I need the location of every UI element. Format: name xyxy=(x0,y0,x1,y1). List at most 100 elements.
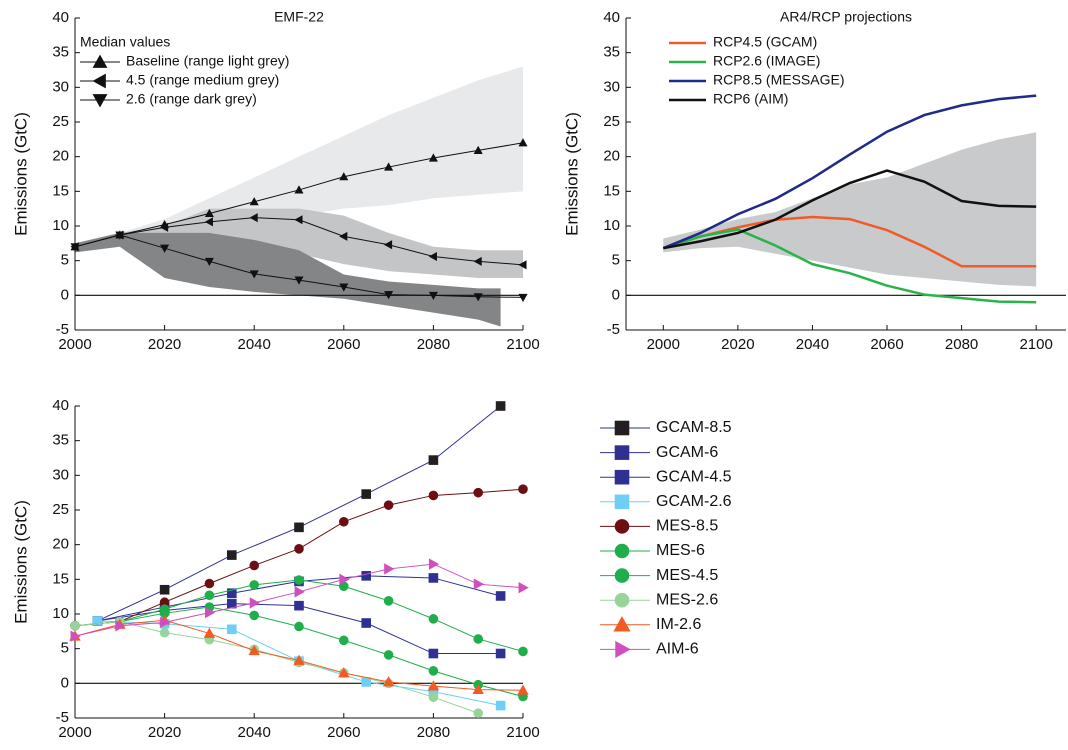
legend-label: RCP6 (AIM) xyxy=(713,91,788,107)
legend-label: GCAM-4.5 xyxy=(656,468,732,485)
range-band xyxy=(663,132,1037,287)
legend-label: 4.5 (range medium grey) xyxy=(126,72,279,88)
y-tick-label: 40 xyxy=(52,9,69,26)
range-band xyxy=(75,66,523,253)
marker xyxy=(204,208,214,218)
series-line xyxy=(74,621,479,714)
y-tick-label: 30 xyxy=(603,78,620,95)
marker xyxy=(518,581,529,594)
y-tick-label: 0 xyxy=(61,674,69,691)
x-tick-label: 2080 xyxy=(417,336,450,353)
y-tick-label: 35 xyxy=(52,44,69,61)
marker xyxy=(160,244,170,253)
marker xyxy=(428,648,439,659)
legend-label: RCP2.6 (IMAGE) xyxy=(713,53,820,69)
legend-label: MES-6 xyxy=(656,542,705,559)
chart-title: AR4/RCP projections xyxy=(780,9,912,25)
marker xyxy=(613,616,631,632)
marker xyxy=(615,640,631,658)
y-axis-label: Emissions (GtC) xyxy=(562,112,581,236)
x-tick-label: 2060 xyxy=(327,336,360,353)
legend-label: GCAM-8.5 xyxy=(656,419,732,436)
y-tick-label: 35 xyxy=(603,44,620,61)
x-tick-label: 2000 xyxy=(58,336,91,353)
marker xyxy=(293,654,305,665)
marker xyxy=(70,243,80,252)
y-tick-label: 10 xyxy=(603,217,620,234)
marker xyxy=(473,256,482,266)
marker xyxy=(518,293,528,303)
marker xyxy=(614,445,630,460)
marker xyxy=(517,684,529,695)
x-tick-label: 2100 xyxy=(506,724,539,741)
marker xyxy=(428,666,439,676)
marker xyxy=(227,550,237,560)
marker xyxy=(614,469,630,485)
y-tick-label: 40 xyxy=(52,397,69,414)
marker xyxy=(614,494,630,510)
y-tick-label: 20 xyxy=(603,148,620,165)
range-band xyxy=(75,208,523,278)
marker xyxy=(518,484,528,495)
x-tick-label: 2100 xyxy=(1019,336,1052,353)
marker xyxy=(70,620,80,631)
y-tick-label: 15 xyxy=(603,182,620,199)
y-axis-label: Emissions (GtC) xyxy=(11,500,30,624)
series-line xyxy=(662,215,1037,268)
marker xyxy=(338,667,350,678)
x-tick-label: 2040 xyxy=(796,336,829,353)
marker xyxy=(115,231,125,240)
marker xyxy=(614,519,630,534)
marker xyxy=(70,630,81,642)
marker xyxy=(227,624,237,635)
marker xyxy=(473,708,484,718)
marker xyxy=(92,54,108,68)
marker xyxy=(428,153,438,162)
marker xyxy=(204,606,216,619)
marker xyxy=(428,251,437,262)
marker xyxy=(294,586,305,598)
marker xyxy=(361,489,372,499)
x-tick-label: 2080 xyxy=(945,336,978,353)
marker xyxy=(384,291,394,300)
marker xyxy=(384,162,394,171)
marker xyxy=(428,490,439,501)
marker xyxy=(614,568,630,583)
marker xyxy=(249,580,259,590)
x-tick-label: 2060 xyxy=(327,724,360,741)
y-tick-label: 30 xyxy=(52,78,69,95)
marker xyxy=(428,455,439,465)
y-tick-label: 20 xyxy=(52,536,69,553)
y-tick-label: 25 xyxy=(603,113,620,130)
y-tick-label: 0 xyxy=(61,286,69,303)
marker xyxy=(361,571,372,581)
marker xyxy=(472,683,484,695)
series-line xyxy=(662,228,1037,304)
marker xyxy=(518,260,527,270)
marker xyxy=(339,283,349,292)
legend-label: 2.6 (range dark grey) xyxy=(126,91,257,107)
x-tick-label: 2020 xyxy=(148,336,181,353)
marker xyxy=(294,544,304,554)
marker xyxy=(338,516,349,527)
y-tick-label: 15 xyxy=(52,182,69,199)
marker xyxy=(495,591,506,601)
legend-title: Median values xyxy=(80,34,170,50)
x-tick-label: 2040 xyxy=(238,336,271,353)
marker xyxy=(428,291,438,300)
x-tick-label: 2040 xyxy=(238,724,271,741)
marker xyxy=(427,680,440,691)
y-tick-label: 15 xyxy=(52,570,69,587)
marker xyxy=(495,700,506,711)
marker xyxy=(294,215,303,225)
marker xyxy=(383,500,394,510)
y-axis-label: Emissions (GtC) xyxy=(11,112,30,236)
legend-label: AIM-6 xyxy=(656,641,699,658)
y-tick-label: -5 xyxy=(56,321,69,338)
marker xyxy=(159,627,170,638)
marker xyxy=(249,270,259,279)
marker xyxy=(115,620,126,632)
y-tick-label: 35 xyxy=(52,432,69,449)
legend-label: MES-8.5 xyxy=(656,518,718,535)
